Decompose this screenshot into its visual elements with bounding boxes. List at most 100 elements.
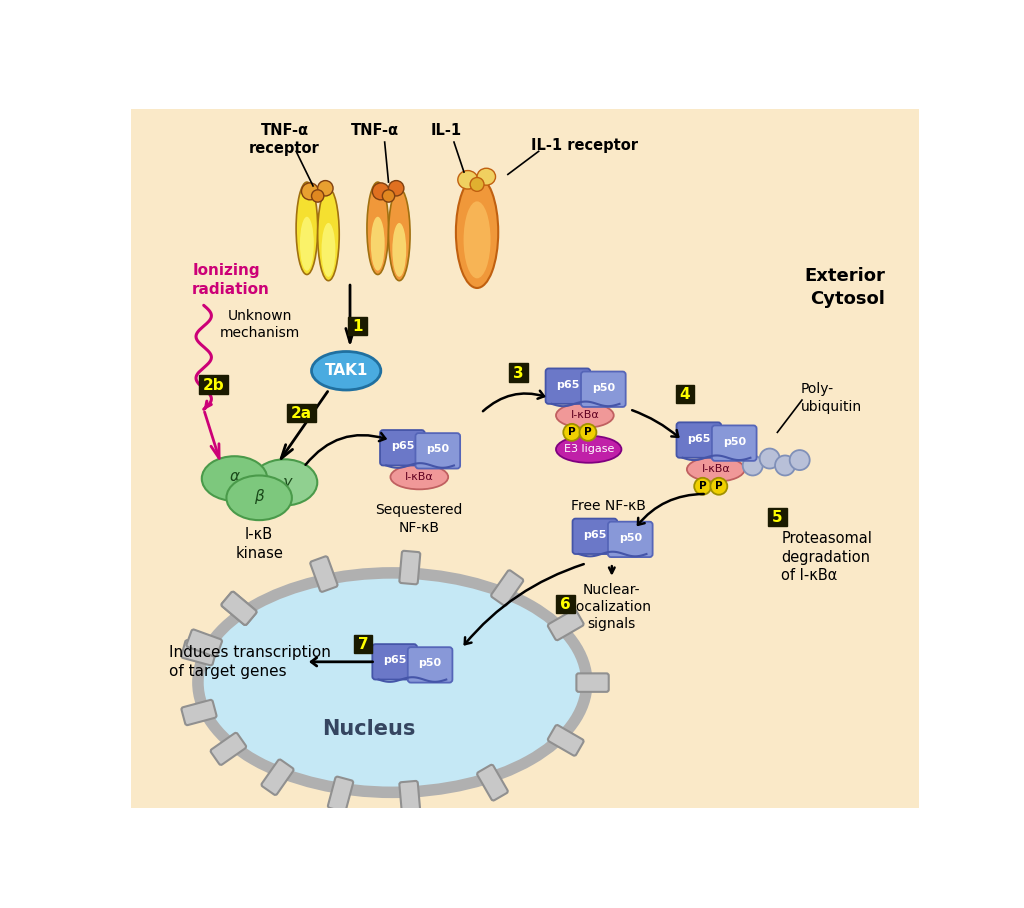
Text: Sequestered
NF-κB: Sequestered NF-κB xyxy=(376,503,463,535)
FancyBboxPatch shape xyxy=(399,781,420,814)
Text: 4: 4 xyxy=(680,387,690,402)
Ellipse shape xyxy=(556,436,622,463)
Text: 1: 1 xyxy=(352,320,362,334)
Ellipse shape xyxy=(456,176,499,288)
FancyBboxPatch shape xyxy=(354,635,373,654)
FancyBboxPatch shape xyxy=(310,557,338,592)
Text: I-κBα: I-κBα xyxy=(701,464,730,474)
Text: P: P xyxy=(698,481,707,491)
Text: I-κB
kinase: I-κB kinase xyxy=(236,527,283,560)
FancyBboxPatch shape xyxy=(572,518,617,554)
Text: TAK1: TAK1 xyxy=(325,363,368,379)
Ellipse shape xyxy=(204,578,581,786)
Text: Poly-
ubiquitin: Poly- ubiquitin xyxy=(801,382,861,414)
Text: 2b: 2b xyxy=(203,378,224,393)
Ellipse shape xyxy=(202,456,267,501)
Text: Ionizing
radiation: Ionizing radiation xyxy=(193,263,270,297)
Ellipse shape xyxy=(317,181,333,196)
Text: p65: p65 xyxy=(383,656,407,666)
Text: p65: p65 xyxy=(584,529,606,539)
FancyBboxPatch shape xyxy=(181,640,216,666)
Text: P: P xyxy=(568,428,575,438)
Ellipse shape xyxy=(311,351,381,390)
Ellipse shape xyxy=(388,188,410,281)
FancyBboxPatch shape xyxy=(408,647,453,683)
Text: p50: p50 xyxy=(419,658,441,668)
Text: γ: γ xyxy=(283,475,292,490)
Text: I-κBα: I-κBα xyxy=(404,472,434,482)
Ellipse shape xyxy=(317,188,339,281)
Circle shape xyxy=(563,424,581,440)
Text: p65: p65 xyxy=(556,380,580,390)
Text: β: β xyxy=(254,489,264,504)
Circle shape xyxy=(580,424,596,440)
Ellipse shape xyxy=(296,183,317,274)
Text: P: P xyxy=(584,428,592,438)
FancyBboxPatch shape xyxy=(211,733,246,765)
Ellipse shape xyxy=(470,177,484,192)
Circle shape xyxy=(711,478,727,495)
FancyBboxPatch shape xyxy=(546,369,590,404)
Text: p65: p65 xyxy=(391,441,414,451)
Text: p50: p50 xyxy=(618,533,642,543)
Circle shape xyxy=(694,478,711,495)
Ellipse shape xyxy=(193,568,593,798)
Circle shape xyxy=(790,450,810,470)
Ellipse shape xyxy=(390,465,449,489)
Ellipse shape xyxy=(300,217,313,271)
FancyBboxPatch shape xyxy=(548,609,584,640)
FancyBboxPatch shape xyxy=(548,725,584,755)
FancyBboxPatch shape xyxy=(676,385,694,403)
Text: E3 ligase: E3 ligase xyxy=(563,444,614,454)
Ellipse shape xyxy=(556,403,613,428)
Text: Exterior: Exterior xyxy=(804,267,885,285)
Ellipse shape xyxy=(226,476,292,520)
FancyBboxPatch shape xyxy=(768,508,786,527)
FancyBboxPatch shape xyxy=(608,522,652,558)
Ellipse shape xyxy=(367,183,388,274)
Ellipse shape xyxy=(373,183,389,200)
Ellipse shape xyxy=(252,459,317,506)
FancyBboxPatch shape xyxy=(348,317,367,335)
FancyBboxPatch shape xyxy=(509,363,528,381)
Text: TNF-α: TNF-α xyxy=(351,123,399,138)
Text: Free NF-κB: Free NF-κB xyxy=(570,499,645,513)
FancyBboxPatch shape xyxy=(492,570,523,606)
FancyBboxPatch shape xyxy=(581,371,626,407)
FancyBboxPatch shape xyxy=(186,629,222,656)
Ellipse shape xyxy=(458,171,478,189)
Polygon shape xyxy=(0,0,1024,808)
Ellipse shape xyxy=(388,181,403,196)
Text: Proteasomal
degradation
of I-κBα: Proteasomal degradation of I-κBα xyxy=(781,531,872,583)
Ellipse shape xyxy=(477,168,496,185)
Text: 5: 5 xyxy=(772,510,782,526)
Text: Induces transcription
of target genes: Induces transcription of target genes xyxy=(169,645,331,678)
Ellipse shape xyxy=(392,223,407,277)
Ellipse shape xyxy=(464,202,490,279)
Text: p50: p50 xyxy=(592,382,614,392)
FancyBboxPatch shape xyxy=(287,404,316,422)
Text: 2a: 2a xyxy=(291,407,312,421)
Text: TNF-α
receptor: TNF-α receptor xyxy=(249,123,319,156)
Text: 7: 7 xyxy=(357,637,369,652)
Text: IL-1 receptor: IL-1 receptor xyxy=(531,138,638,153)
Ellipse shape xyxy=(687,457,744,481)
FancyBboxPatch shape xyxy=(328,776,353,812)
FancyBboxPatch shape xyxy=(477,765,508,801)
FancyBboxPatch shape xyxy=(399,551,420,584)
FancyBboxPatch shape xyxy=(380,430,425,466)
Ellipse shape xyxy=(382,190,394,202)
Text: Unknown
mechanism: Unknown mechanism xyxy=(220,309,300,340)
FancyBboxPatch shape xyxy=(199,375,228,394)
FancyBboxPatch shape xyxy=(677,422,721,458)
FancyBboxPatch shape xyxy=(221,592,257,625)
Text: p65: p65 xyxy=(687,433,711,443)
FancyBboxPatch shape xyxy=(221,592,257,625)
FancyBboxPatch shape xyxy=(577,674,608,692)
Text: Nucleus: Nucleus xyxy=(323,719,416,739)
Ellipse shape xyxy=(371,217,385,271)
Text: P: P xyxy=(715,481,723,491)
Text: 6: 6 xyxy=(560,597,571,612)
FancyBboxPatch shape xyxy=(416,433,460,469)
Text: I-κBα: I-κBα xyxy=(570,410,599,420)
